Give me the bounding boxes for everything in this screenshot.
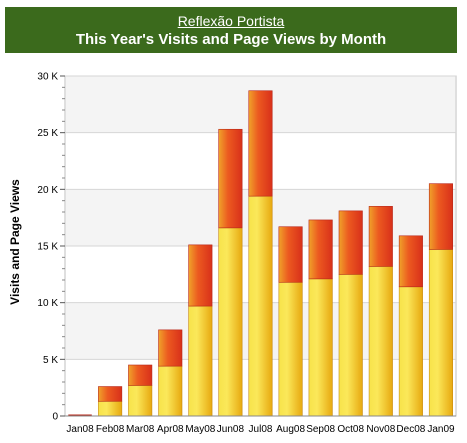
bar-visits (128, 385, 153, 417)
bar-visits (158, 365, 183, 417)
bar-page-views (98, 386, 123, 402)
y-axis-label: Visits and Page Views (8, 179, 22, 305)
bar-visits (338, 274, 363, 417)
bar-visits (308, 278, 333, 417)
bar-visits (98, 400, 123, 417)
x-tick-label: Oct08 (337, 424, 364, 435)
x-tick-label: Feb08 (96, 424, 125, 435)
y-tick-label: 20 K (37, 185, 58, 196)
x-tick-label: Sep08 (306, 424, 335, 435)
x-tick-label: Mar08 (126, 424, 155, 435)
x-tick-label: May08 (185, 424, 215, 435)
y-tick-label: 25 K (37, 128, 58, 139)
bar-page-views (428, 183, 453, 250)
y-tick-label: 5 K (43, 355, 58, 366)
x-tick-label: Jan09 (427, 424, 455, 435)
bar-page-views (278, 226, 303, 283)
bar-visits (398, 286, 423, 417)
y-tick-label: 30 K (37, 72, 58, 83)
bar-visits (278, 281, 303, 417)
bar-page-views (338, 210, 363, 275)
bar-page-views (398, 235, 423, 288)
x-tick-label: Dec08 (396, 424, 425, 435)
bar-visits (68, 414, 92, 416)
bar-page-views (188, 244, 213, 307)
x-axis: Jan08 Feb08 Mar08 Apr08 May08 Jun08 Jul08 Aug08… (65, 415, 456, 435)
x-tick-label: Jul08 (249, 424, 273, 435)
x-tick-label: Jun08 (217, 424, 245, 435)
bar-visits (428, 249, 453, 417)
y-axis: 0 5 K 10 K 15 K 20 K 25 K 30 K (37, 72, 65, 423)
bar-visits (248, 195, 273, 417)
bar-visits (368, 266, 393, 417)
bar-visits (218, 227, 243, 417)
y-tick-label: 0 (52, 412, 58, 423)
site-name-link[interactable]: Reflexão Portista (177, 13, 285, 29)
bar-page-views (128, 364, 153, 386)
bar-visits (188, 305, 213, 417)
bar-page-views (248, 90, 273, 197)
y-tick-label: 10 K (37, 298, 58, 309)
bar-page-views (368, 206, 393, 267)
chart-title: This Year's Visits and Page Views by Mon… (75, 31, 387, 48)
x-tick-label: Jan08 (66, 424, 94, 435)
y-tick-label: 15 K (37, 242, 58, 253)
x-tick-label: Apr08 (157, 424, 184, 435)
bar-page-views (158, 329, 183, 367)
bar-page-views (218, 128, 243, 229)
chart-header: Reflexão Portista This Year's Visits and… (5, 7, 457, 53)
bars (68, 90, 453, 417)
x-tick-label: Aug08 (276, 424, 305, 435)
x-tick-label: Nov08 (366, 424, 395, 435)
bar-page-views (308, 219, 333, 280)
